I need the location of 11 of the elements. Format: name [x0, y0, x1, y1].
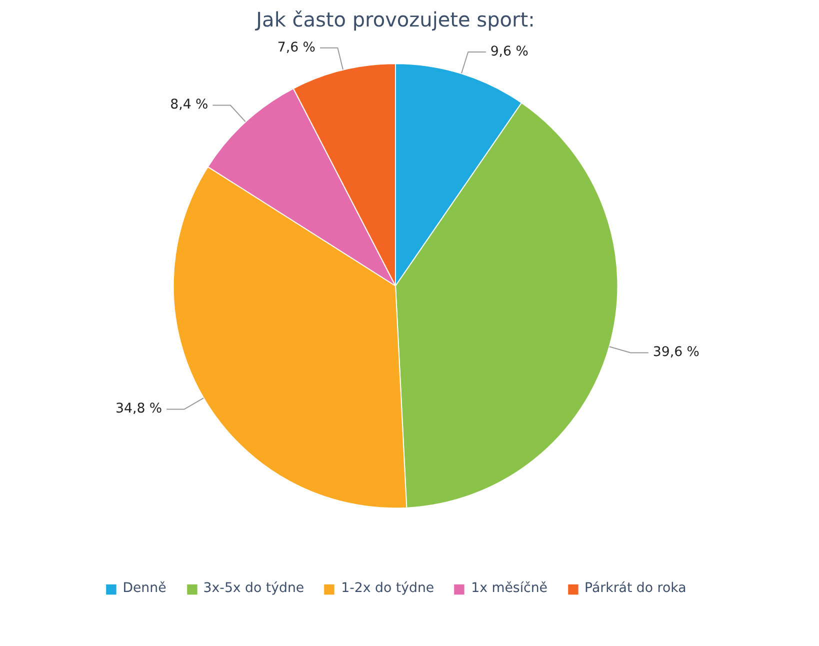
legend-label: 1-2x do týdne	[341, 581, 434, 596]
chart-title: Jak často provozujete sport:	[254, 8, 535, 32]
data-label: 39,6 %	[652, 345, 700, 360]
data-label: 7,6 %	[277, 40, 316, 56]
data-label: 8,4 %	[170, 98, 208, 113]
legend-label: 1x měsíčně	[471, 581, 548, 596]
data-label: 34,8 %	[116, 402, 162, 417]
legend-label: Denně	[122, 581, 166, 596]
legend-label: 3x-5x do týdne	[203, 581, 304, 596]
data-label: 9,6 %	[490, 44, 528, 60]
legend-label: Párkrát do roka	[584, 581, 686, 596]
